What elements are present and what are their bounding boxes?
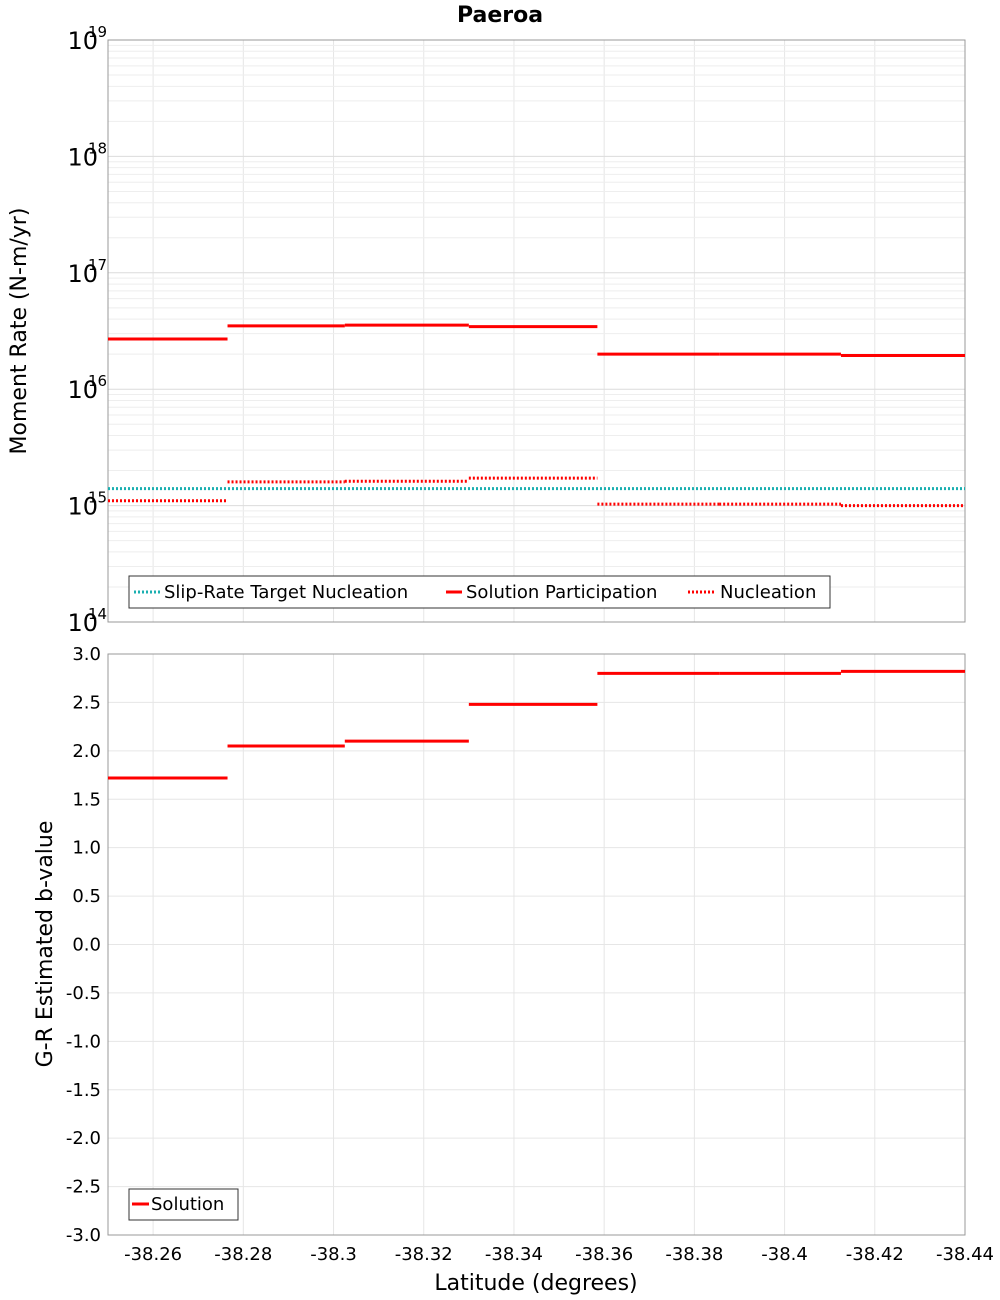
bottom-y-tick-label: 0.5 [72,886,101,907]
top-y-tick-base: 10 [67,260,98,288]
bottom-y-tick-label: 2.0 [72,741,101,762]
bottom-y-tick-label: -2.0 [66,1128,101,1149]
x-axis-label: Latitude (degrees) [434,1271,637,1296]
x-tick-label: -38.44 [936,1244,994,1265]
x-tick-label: -38.34 [485,1244,543,1265]
bottom-y-ticks: -3.0 -2.5 -2.0 -1.5 -1.0 -0.5 0.0 0.5 1.0 1.5 2.0 2… [66,644,101,1246]
top-y-tick-exponent: 16 [88,372,107,390]
bottom-y-tick-label: 1.0 [72,838,101,859]
top-y-tick-base: 10 [67,609,98,637]
top-legend-box [128,575,831,609]
top-y-tick-exponent: 15 [88,489,107,507]
bottom-y-tick-label: -3.0 [66,1225,101,1246]
top-y-axis-label: Moment Rate (N-m/yr) [7,208,32,455]
bottom-legend: Solution [128,1188,239,1221]
legend-label-solution: Solution [151,1194,224,1215]
x-tick-label: -38.4 [761,1244,808,1265]
legend-label-slip-rate-target: Slip-Rate Target Nucleation [164,582,408,603]
bottom-y-axis-label: G-R Estimated b-value [33,821,58,1068]
bottom-y-tick-label: -1.5 [66,1080,101,1101]
x-tick-label: -38.32 [395,1244,453,1265]
top-series-group [108,323,965,508]
bottom-y-tick-label: -0.5 [66,983,101,1004]
top-y-tick-exponent: 19 [88,23,107,41]
top-grid [108,40,966,623]
legend-label-solution-participation: Solution Participation [466,582,657,603]
chart-title: Paeroa [457,3,543,28]
bottom-y-tick-label: 0.0 [72,935,101,956]
top-y-tick-exponent: 17 [88,256,107,274]
top-y-tick-base: 10 [67,143,98,171]
top-y-tick-base: 10 [67,493,98,521]
bottom-y-tick-label: 1.5 [72,789,101,810]
bottom-y-tick-label: 3.0 [72,644,101,665]
bottom-y-tick-label: -2.5 [66,1177,101,1198]
x-tick-label: -38.28 [214,1244,272,1265]
legend-label-nucleation: Nucleation [720,582,816,603]
bottom-plot-frame [107,653,966,1236]
bottom-series-group [108,669,965,780]
x-tick-label: -38.38 [665,1244,723,1265]
top-y-tick-base: 10 [67,376,98,404]
top-y-tick-exponent: 18 [88,139,107,157]
x-tick-label: -38.42 [846,1244,904,1265]
top-y-tick-exponent: 14 [88,605,107,623]
x-tick-label: -38.26 [124,1244,182,1265]
top-y-tick-base: 10 [67,27,98,55]
bottom-x-ticks: -38.26 -38.28 -38.3 -38.32 -38.34 -38.36 -38.3… [124,1244,994,1265]
top-legend: Slip-Rate Target Nucleation Solution Par… [128,575,831,609]
top-plot-frame [107,39,966,623]
x-tick-label: -38.36 [575,1244,633,1265]
bottom-grid [108,653,966,1236]
bottom-y-tick-label: -1.0 [66,1031,101,1052]
x-tick-label: -38.3 [310,1244,357,1265]
bottom-y-tick-label: 2.5 [72,692,101,713]
